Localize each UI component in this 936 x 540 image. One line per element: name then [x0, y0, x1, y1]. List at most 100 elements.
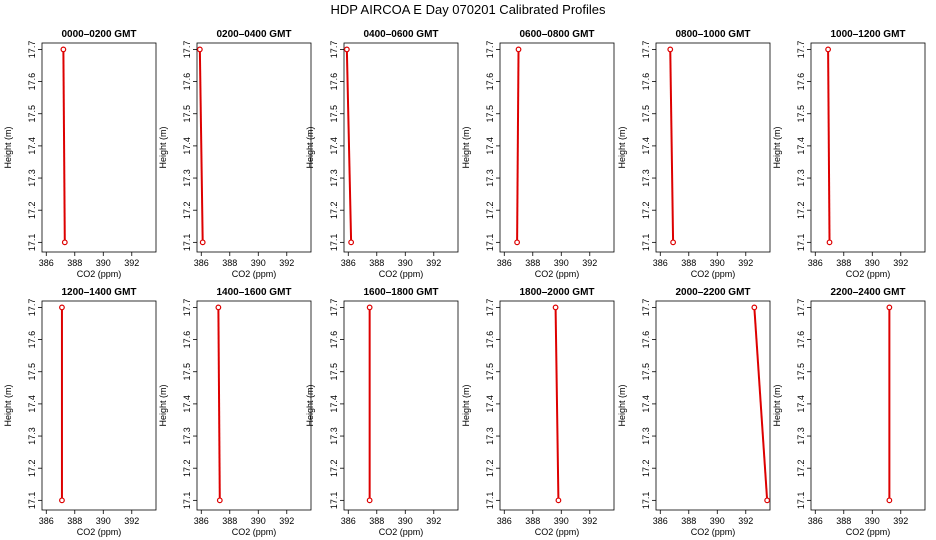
y-tick-label: 17.1: [182, 234, 192, 252]
x-tick-label: 392: [582, 258, 597, 268]
y-axis-label: Height (m): [772, 126, 782, 168]
data-point: [60, 46, 67, 53]
y-tick-label: 17.4: [182, 395, 192, 413]
plot-frame: [41, 300, 157, 511]
x-tick-label: 386: [653, 258, 668, 268]
x-tick-label: 386: [39, 258, 54, 268]
x-tick-label: 390: [96, 258, 111, 268]
y-tick-label: 17.3: [485, 169, 495, 187]
y-tick-label: 17.2: [641, 201, 651, 219]
y-tick-label: 17.6: [182, 331, 192, 349]
x-tick-label: 388: [67, 516, 82, 526]
profile-line: [217, 307, 221, 501]
x-tick-label: 392: [426, 258, 441, 268]
data-point: [343, 46, 350, 53]
y-tick-label: 17.7: [182, 299, 192, 317]
y-tick-label: 17.2: [329, 201, 339, 219]
y-tick-label: 17.3: [796, 169, 806, 187]
x-tick-label: 390: [710, 516, 725, 526]
data-point: [751, 304, 758, 311]
x-tick-label: 388: [525, 516, 540, 526]
profile-panel: 2000–2200 GMT 386 388 390 392 17.1 17.2 17.3 17.…: [617, 287, 771, 537]
y-tick-label: 17.4: [796, 395, 806, 413]
y-tick-label: 17.7: [329, 299, 339, 317]
data-point: [555, 497, 562, 504]
profile-line: [198, 49, 204, 243]
profile-panel: 2200–2400 GMT 386 388 390 392 17.1 17.2 17.3 17.…: [772, 287, 926, 537]
x-tick-label: 388: [67, 258, 82, 268]
y-tick-label: 17.5: [182, 363, 192, 381]
y-tick-label: 17.3: [329, 427, 339, 445]
y-tick-label: 17.6: [329, 73, 339, 91]
data-point: [886, 304, 893, 311]
x-tick-label: 386: [341, 516, 356, 526]
y-tick-label: 17.7: [27, 299, 37, 317]
y-tick-label: 17.1: [641, 492, 651, 510]
profile-panel: 1600–1800 GMT 386 388 390 392 17.1 17.2 17.3 17.…: [305, 287, 459, 537]
data-point: [59, 304, 65, 311]
y-tick-label: 17.3: [485, 427, 495, 445]
y-axis-label: Height (m): [617, 126, 627, 168]
data-point: [348, 239, 355, 246]
data-point: [886, 497, 893, 504]
data-point: [216, 497, 223, 504]
x-tick-label: 390: [554, 516, 569, 526]
y-tick-label: 17.7: [485, 41, 495, 59]
x-tick-label: 390: [554, 258, 569, 268]
y-axis-label: Height (m): [158, 384, 168, 426]
y-tick-label: 17.2: [485, 201, 495, 219]
x-tick-label: 388: [525, 258, 540, 268]
y-tick-label: 17.1: [485, 234, 495, 252]
y-tick-label: 17.5: [27, 363, 37, 381]
x-axis-label: CO2 (ppm): [846, 269, 891, 279]
y-tick-label: 17.4: [796, 137, 806, 155]
plot-frame: [196, 42, 312, 253]
panel-title: 1400–1600 GMT: [216, 287, 291, 298]
x-tick-label: 386: [39, 516, 54, 526]
y-tick-label: 17.3: [641, 169, 651, 187]
data-point: [59, 497, 65, 504]
y-tick-label: 17.4: [329, 137, 339, 155]
data-point: [825, 46, 831, 53]
chart-title: HDP AIRCOA E Day 070201 Calibrated Profi…: [330, 2, 606, 17]
y-tick-label: 17.7: [796, 299, 806, 317]
data-point: [366, 497, 373, 504]
y-axis-label: Height (m): [305, 126, 315, 168]
x-tick-label: 390: [96, 516, 111, 526]
panel-title: 1600–1800 GMT: [363, 287, 438, 298]
y-tick-label: 17.4: [641, 395, 651, 413]
x-tick-label: 390: [398, 516, 413, 526]
y-tick-label: 17.3: [27, 427, 37, 445]
x-tick-label: 388: [681, 516, 696, 526]
x-tick-label: 392: [279, 516, 294, 526]
y-tick-label: 17.5: [485, 363, 495, 381]
x-tick-label: 386: [808, 258, 823, 268]
panel-title: 0400–0600 GMT: [363, 29, 438, 40]
y-tick-label: 17.1: [182, 492, 192, 510]
y-tick-label: 17.5: [796, 105, 806, 123]
x-axis-label: CO2 (ppm): [846, 527, 891, 537]
y-tick-label: 17.3: [796, 427, 806, 445]
x-tick-label: 392: [893, 258, 908, 268]
y-tick-label: 17.1: [796, 492, 806, 510]
y-tick-label: 17.4: [329, 395, 339, 413]
data-point: [552, 304, 559, 311]
plot-frame: [655, 300, 771, 511]
y-tick-label: 17.1: [485, 492, 495, 510]
data-point: [366, 304, 373, 311]
y-tick-label: 17.7: [796, 41, 806, 59]
plot-frame: [343, 42, 459, 253]
x-axis-label: CO2 (ppm): [535, 269, 580, 279]
plot-frame: [196, 300, 312, 511]
data-point: [61, 239, 68, 246]
data-point: [215, 304, 222, 311]
profile-panel: 1000–1200 GMT 386 388 390 392 17.1 17.2 17.3 17.…: [772, 29, 926, 279]
y-tick-label: 17.7: [329, 41, 339, 59]
y-tick-label: 17.5: [641, 105, 651, 123]
x-tick-label: 392: [582, 516, 597, 526]
y-tick-label: 17.3: [641, 427, 651, 445]
plot-frame: [655, 42, 771, 253]
y-tick-label: 17.5: [796, 363, 806, 381]
panel-title: 0000–0200 GMT: [61, 29, 136, 40]
plot-frame: [499, 300, 615, 511]
